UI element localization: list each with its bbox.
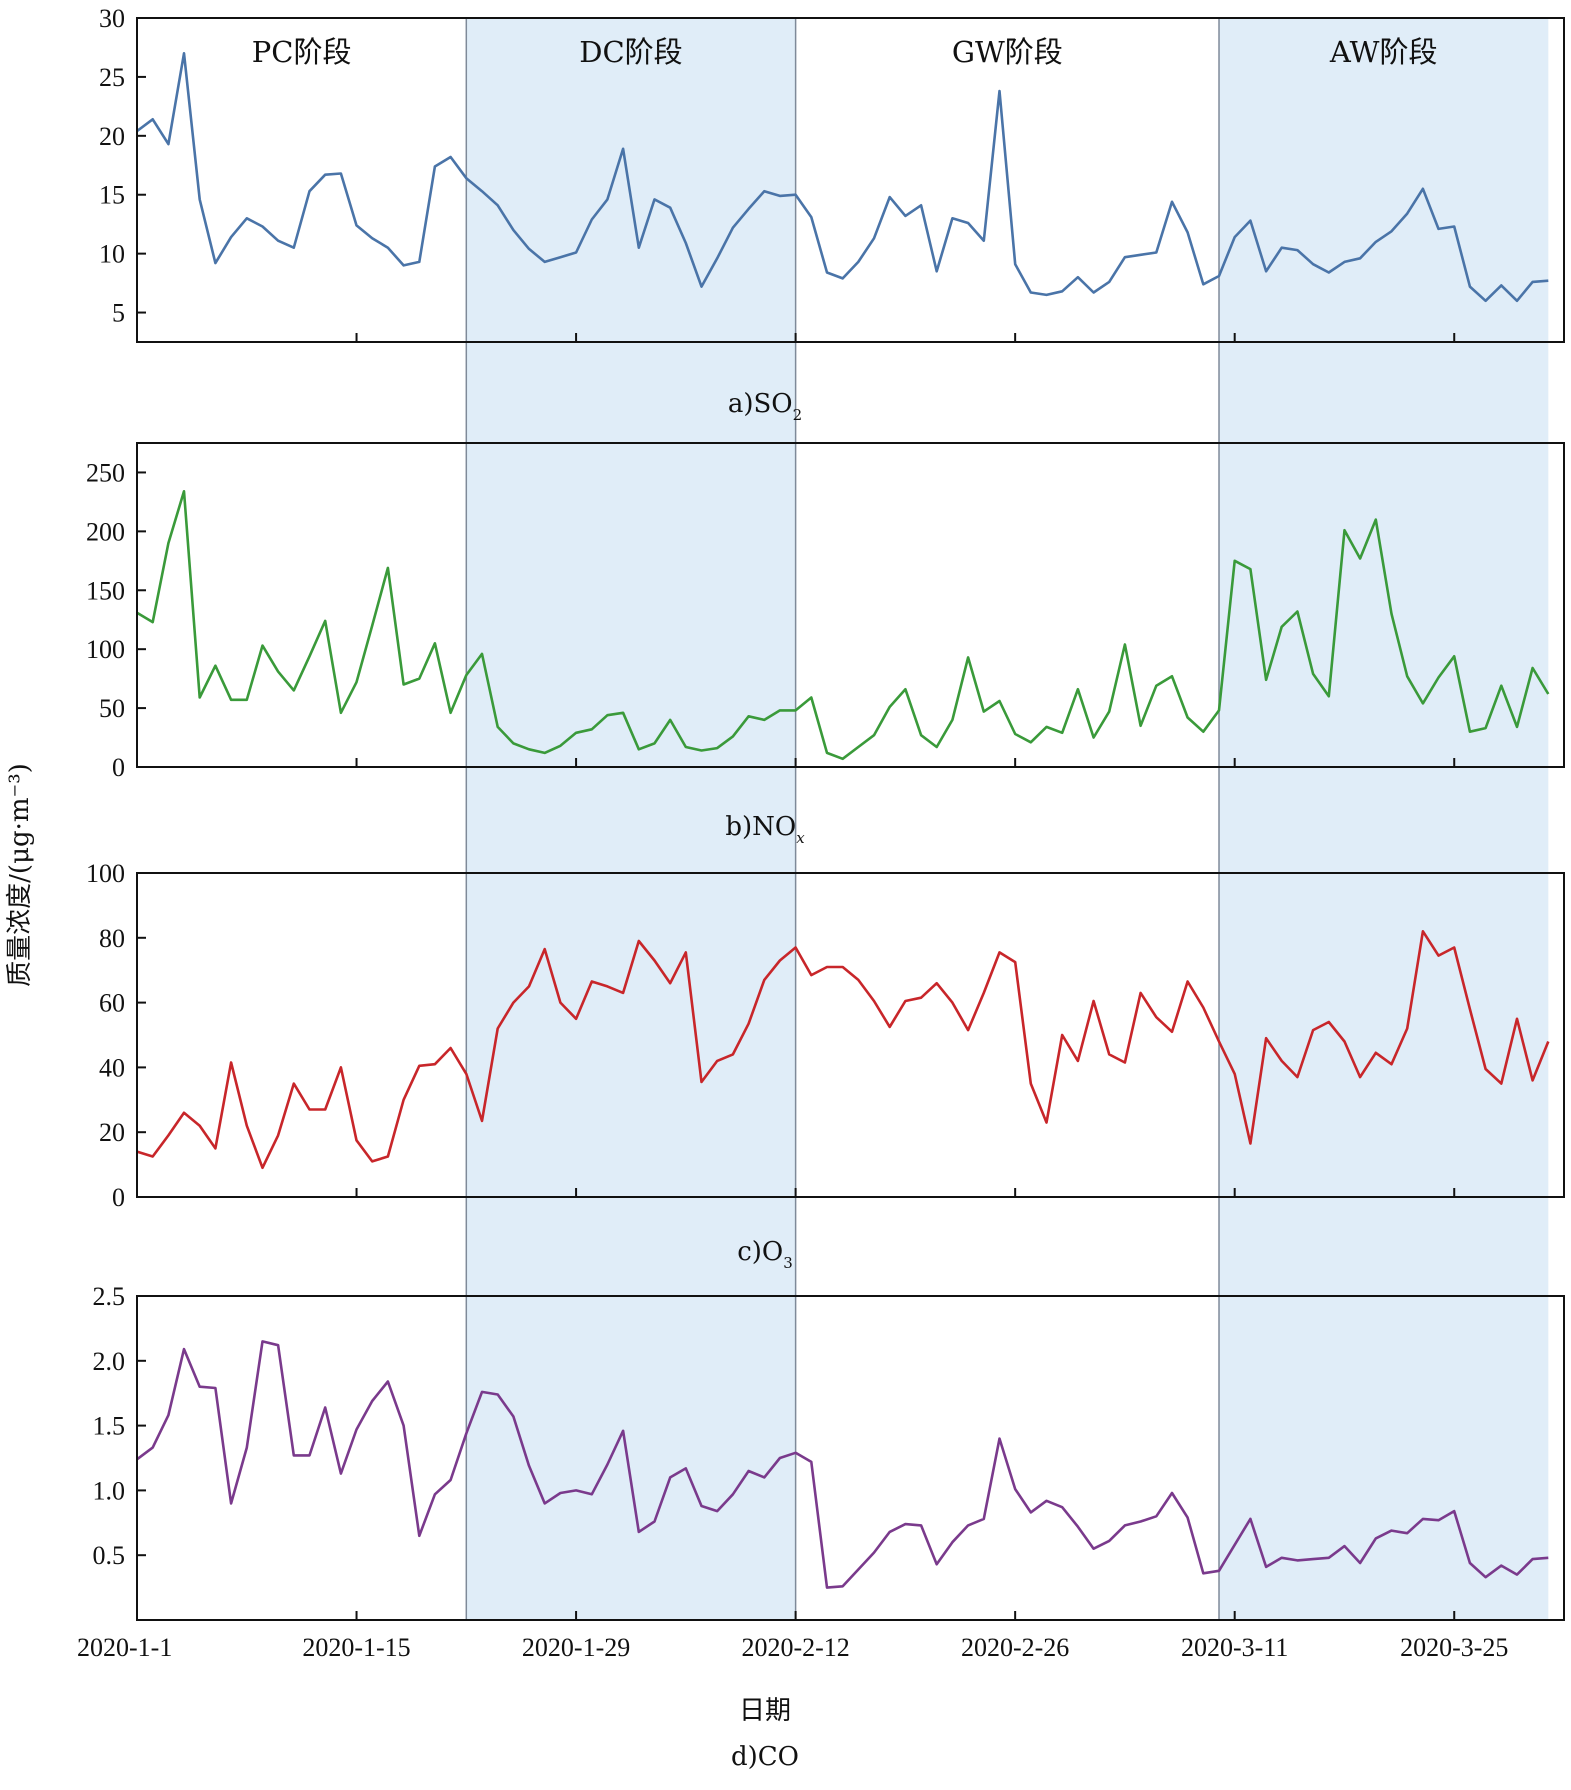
o3-ytick-label: 0: [112, 1183, 125, 1212]
co-line: [136, 1340, 1549, 1589]
x-tick-label: 2020-1-29: [522, 1633, 630, 1662]
co-ytick-label: 2.0: [93, 1347, 126, 1376]
x-tick-label: 2020-1-1: [77, 1633, 172, 1662]
so2-ytick-label: 30: [99, 4, 125, 33]
x-tick-label: 2020-2-12: [741, 1633, 849, 1662]
nox-caption: b)NOx: [725, 812, 805, 847]
o3-line: [136, 929, 1550, 1170]
so2-ytick-label: 20: [99, 122, 125, 151]
o3-ytick-label: 60: [99, 989, 125, 1018]
phase-label-3: GW阶段: [952, 35, 1063, 69]
nox-ytick-label: 250: [86, 458, 125, 487]
o3-ytick-label: 80: [99, 924, 125, 953]
so2-ytick-label: 15: [99, 181, 125, 210]
so2-line: [136, 51, 1549, 303]
so2-ytick-label: 25: [99, 63, 125, 92]
text-layer: PC阶段 DC阶段 GW阶段 AW阶段 5 10 15 20 25 30 a)SO2 0 50 100 15…: [77, 4, 1508, 1772]
nox-ytick-label: 0: [112, 753, 125, 782]
nox-frame: [136, 442, 1565, 768]
phase-band-2: [466, 18, 796, 1620]
y-axis-title: 质量浓度/(μg·m⁻³): [5, 763, 35, 987]
so2-frame: [136, 17, 1565, 343]
phase-band-4: [1219, 18, 1549, 1620]
so2-caption: a)SO2: [728, 389, 802, 424]
phase-label-2: DC阶段: [579, 35, 682, 69]
phase-label-4: AW阶段: [1329, 35, 1438, 69]
o3-ytick-label: 20: [99, 1118, 125, 1147]
panel-frames-layer: [136, 17, 1565, 1621]
nox-ytick-label: 150: [86, 576, 125, 605]
series-lines-layer: [136, 51, 1550, 1589]
o3-frame: [136, 872, 1565, 1198]
co-ytick-label: 0.5: [93, 1541, 126, 1570]
nox-line: [136, 489, 1550, 761]
phase-shading-layer: [465, 18, 1549, 1620]
o3-caption: c)O3: [737, 1237, 793, 1272]
co-ytick-label: 1.5: [93, 1412, 126, 1441]
o3-ytick-label: 40: [99, 1053, 125, 1082]
phase-label-1: PC阶段: [252, 35, 352, 69]
nox-ytick-label: 200: [86, 517, 125, 546]
x-tick-label: 2020-1-15: [302, 1633, 410, 1662]
x-axis-title: 日期: [739, 1696, 791, 1726]
o3-ytick-label: 100: [86, 859, 125, 888]
co-ytick-label: 1.0: [93, 1476, 126, 1505]
nox-ytick-label: 100: [86, 635, 125, 664]
ticks-layer: [136, 17, 1456, 1620]
x-tick-label: 2020-3-11: [1181, 1633, 1288, 1662]
so2-ytick-label: 10: [99, 240, 125, 269]
nox-ytick-label: 50: [99, 694, 125, 723]
co-ytick-label: 2.5: [93, 1282, 126, 1311]
x-tick-label: 2020-2-26: [961, 1633, 1069, 1662]
co-frame: [136, 1295, 1565, 1621]
co-caption: d)CO: [731, 1742, 799, 1772]
so2-ytick-label: 5: [112, 299, 125, 328]
x-tick-label: 2020-3-25: [1400, 1633, 1508, 1662]
